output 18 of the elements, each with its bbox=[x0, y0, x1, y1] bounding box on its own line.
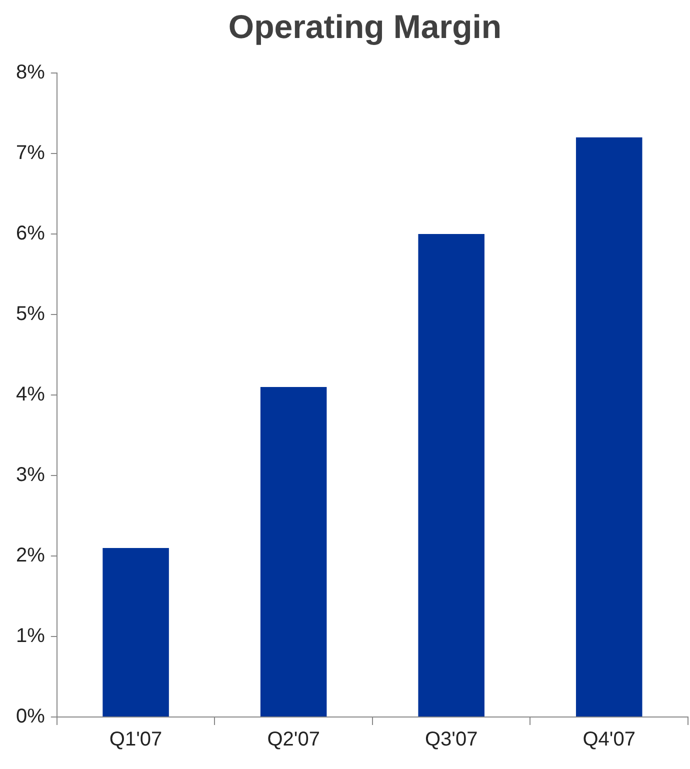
x-tick-label: Q2'07 bbox=[267, 728, 320, 751]
y-tick-label: 0% bbox=[16, 706, 46, 728]
bar bbox=[576, 137, 642, 716]
bar bbox=[260, 386, 327, 716]
x-tick-label: Q1'07 bbox=[109, 728, 162, 751]
y-tick-label: 2% bbox=[16, 544, 46, 567]
y-tick-label: 4% bbox=[16, 384, 46, 406]
y-tick-label: 7% bbox=[16, 142, 46, 164]
y-tick-label: 1% bbox=[16, 625, 46, 648]
bar bbox=[418, 234, 484, 716]
x-tick-label: Q4'07 bbox=[582, 728, 636, 751]
y-tick-label: 8% bbox=[16, 62, 46, 84]
x-tick-label: Q3'07 bbox=[424, 728, 478, 751]
y-tick-label: 5% bbox=[16, 303, 46, 326]
bar bbox=[102, 548, 169, 716]
chart-title: Operating Margin bbox=[227, 8, 503, 46]
y-tick-label: 6% bbox=[16, 222, 46, 245]
y-tick-label: 3% bbox=[16, 464, 46, 486]
